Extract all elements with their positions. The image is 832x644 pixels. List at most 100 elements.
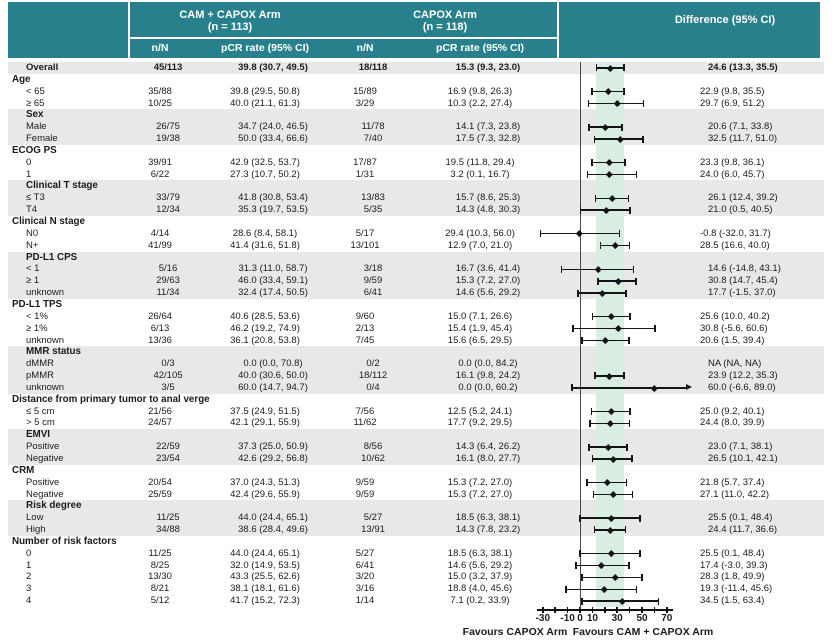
x-axis-tick-label: 0 — [577, 613, 583, 624]
difference-value: 28.3 (1.8, 49.9) — [700, 571, 765, 583]
pcr-rate-capox: 14.1 (7.3, 23.8) — [455, 121, 521, 133]
difference-value: 32.5 (11.7, 51.0) — [708, 133, 778, 145]
table-row: unknown 11/34 32.4 (17.4, 50.5) 6/41 14.6 (5… — [8, 287, 824, 299]
difference-value: 29.7 (6.9, 51.2) — [700, 97, 765, 109]
pcr-rate-cam-capox: 38.6 (28.4, 49.6) — [238, 524, 308, 536]
pcr-rate-capox: 16.1 (9.8, 24.2) — [455, 370, 521, 382]
pcr-rate-cam-capox: 44.0 (24.4, 65.1) — [238, 512, 308, 524]
ci-marker — [565, 585, 567, 593]
nN-capox: 11/78 — [361, 121, 385, 133]
pcr-rate-capox: 29.4 (10.3, 56.0) — [445, 227, 515, 239]
difference-value: 26.1 (12.4, 39.2) — [708, 192, 778, 204]
difference-value: NA (NA, NA) — [708, 358, 762, 370]
pcr-rate-cam-capox: 39.8 (29.5, 50.8) — [230, 85, 300, 97]
x-axis-tick — [579, 607, 581, 613]
ci-marker — [627, 194, 630, 202]
nN-capox: 7/45 — [355, 334, 375, 346]
difference-header: Difference (95% CI) — [674, 14, 776, 26]
row-label: Age — [12, 73, 31, 85]
favours-left-label: Favours CAPOX Arm — [462, 626, 568, 638]
row-label: PD-L1 TPS — [12, 298, 63, 310]
ci-marker — [595, 64, 598, 72]
difference-value: 25.5 (0.1, 48.4) — [708, 512, 773, 524]
ci-marker — [635, 585, 638, 593]
pcr-rate-cam-capox: 28.6 (8.4, 58.1) — [232, 227, 298, 239]
nN-capox: 3/16 — [355, 583, 375, 595]
group-header-row: Clinical N stage — [0, 216, 832, 228]
x-axis-tick — [666, 607, 668, 613]
ci-marker — [591, 313, 594, 321]
x-axis-tick-label: -30 — [535, 613, 551, 624]
pcr-rate-capox: 15.0 (3.2, 37.9) — [447, 571, 513, 583]
row-label: ≥ 1% — [26, 322, 48, 334]
nN-capox: 6/41 — [355, 559, 375, 571]
pcr-rate-capox: 17.7 (9.2, 29.5) — [447, 417, 513, 429]
row-label: High — [26, 524, 46, 536]
pcr-rate-capox: 7.1 (0.2, 33.9) — [450, 595, 510, 607]
pcr-rate-cam-capox: 39.8 (30.7, 49.5) — [238, 62, 308, 73]
nN-cam-capox: 35/88 — [148, 85, 172, 97]
pcr-rate-capox: 15.6 (6.5, 29.5) — [447, 334, 513, 346]
row-label: pMMR — [26, 370, 54, 382]
row-label: Female — [26, 133, 58, 145]
group-header-row: PD-L1 CPS — [8, 251, 824, 264]
nN-cam-capox: 6/13 — [150, 322, 170, 334]
ci-marker — [591, 88, 593, 96]
nN-cam-capox: 42/105 — [153, 370, 183, 382]
table-row: Negative 23/54 42.6 (29.2, 56.8) 10/62 16.1 … — [8, 452, 824, 465]
nN-cam-capox: 3/5 — [161, 381, 175, 393]
table-row: Positive 22/59 37.3 (25.0, 50.9) 8/56 14.3 (… — [8, 441, 824, 453]
nN-capox: 8/56 — [363, 441, 383, 453]
ci-marker — [635, 277, 638, 285]
x-axis-tick — [641, 607, 643, 613]
ci-marker — [586, 479, 588, 487]
table-row: Overall 45/113 39.8 (30.7, 49.5) 18/118 15.3… — [8, 62, 824, 74]
arm2-header: CAPOX Arm (n = 118) — [345, 9, 545, 33]
nN-cam-capox: 41/99 — [148, 239, 172, 251]
pcr-rate-cam-capox: 44.0 (24.4, 65.1) — [230, 547, 300, 559]
table-row: ≥ 65 10/25 40.0 (21.1, 61.3) 3/29 10.3 (2.2,… — [0, 98, 832, 110]
table-row: ≤ 5 cm 21/56 37.5 (24.9, 51.5) 7/56 12.5 (5.… — [0, 406, 832, 418]
pcr-rate-capox: 18.5 (6.3, 38.1) — [447, 547, 513, 559]
ci-marker — [624, 526, 627, 534]
row-label: ≤ 5 cm — [26, 405, 55, 417]
nN-cam-capox: 26/64 — [148, 310, 172, 322]
pcr-rate-cam-capox: 38.1 (18.1, 61.6) — [230, 583, 300, 595]
table-row: 1 6/22 27.3 (10.7, 50.2) 1/31 3.2 (0.1, 16.7… — [0, 169, 832, 181]
nN-cam-capox: 25/59 — [148, 488, 172, 500]
row-label: unknown — [26, 381, 65, 393]
x-axis-tick — [542, 607, 544, 613]
nN-cam-capox: 21/56 — [148, 405, 172, 417]
ci-marker — [625, 289, 627, 297]
row-label: ≥ 65 — [26, 97, 45, 109]
pcr-rate-capox: 10.3 (2.2, 27.4) — [447, 97, 513, 109]
difference-value: 28.5 (16.6, 40.0) — [700, 239, 770, 251]
row-label: 2 — [26, 571, 32, 583]
pcr-rate-cam-capox: 32.0 (14.9, 53.5) — [230, 559, 300, 571]
nN-cam-capox: 10/25 — [148, 97, 172, 109]
ci-marker — [587, 99, 590, 107]
pcr-rate-cam-capox: 46.2 (19.2, 74.9) — [230, 322, 300, 334]
nN-cam-capox: 34/88 — [156, 524, 180, 536]
table-row: Male 26/75 34.7 (24.0, 46.5) 11/78 14.1 (7.3… — [8, 121, 824, 134]
pcr-rate-capox: 3.2 (0.1, 16.7) — [450, 168, 510, 180]
pcr-rate-cam-capox: 41.4 (31.6, 51.8) — [230, 239, 300, 251]
pcr-rate-capox: 14.3 (7.8, 23.2) — [455, 524, 521, 536]
difference-value: 24.4 (11.7, 36.6) — [708, 524, 778, 536]
nN-cam-capox: 6/22 — [150, 168, 170, 180]
nN-cam-capox: 22/59 — [156, 441, 180, 453]
row-label: Sex — [26, 109, 44, 121]
pcr-rate-cam-capox: 42.4 (29.6, 55.9) — [230, 488, 300, 500]
x-axis-tick — [628, 607, 631, 613]
group-header-row: ECOG PS — [0, 145, 832, 157]
col-header-pcr-arm2: pCR rate (95% CI) — [435, 42, 525, 54]
row-label: unknown — [26, 287, 65, 299]
group-header-row: Risk degree — [8, 500, 824, 513]
ci-marker — [539, 230, 542, 238]
row-label: Clinical N stage — [12, 216, 85, 228]
nN-capox: 6/41 — [363, 287, 383, 299]
arm1-header: CAM + CAPOX Arm (n = 113) — [130, 9, 330, 33]
nN-cam-capox: 13/36 — [148, 334, 172, 346]
ci-marker — [579, 550, 581, 558]
header-divider-right — [557, 2, 559, 58]
